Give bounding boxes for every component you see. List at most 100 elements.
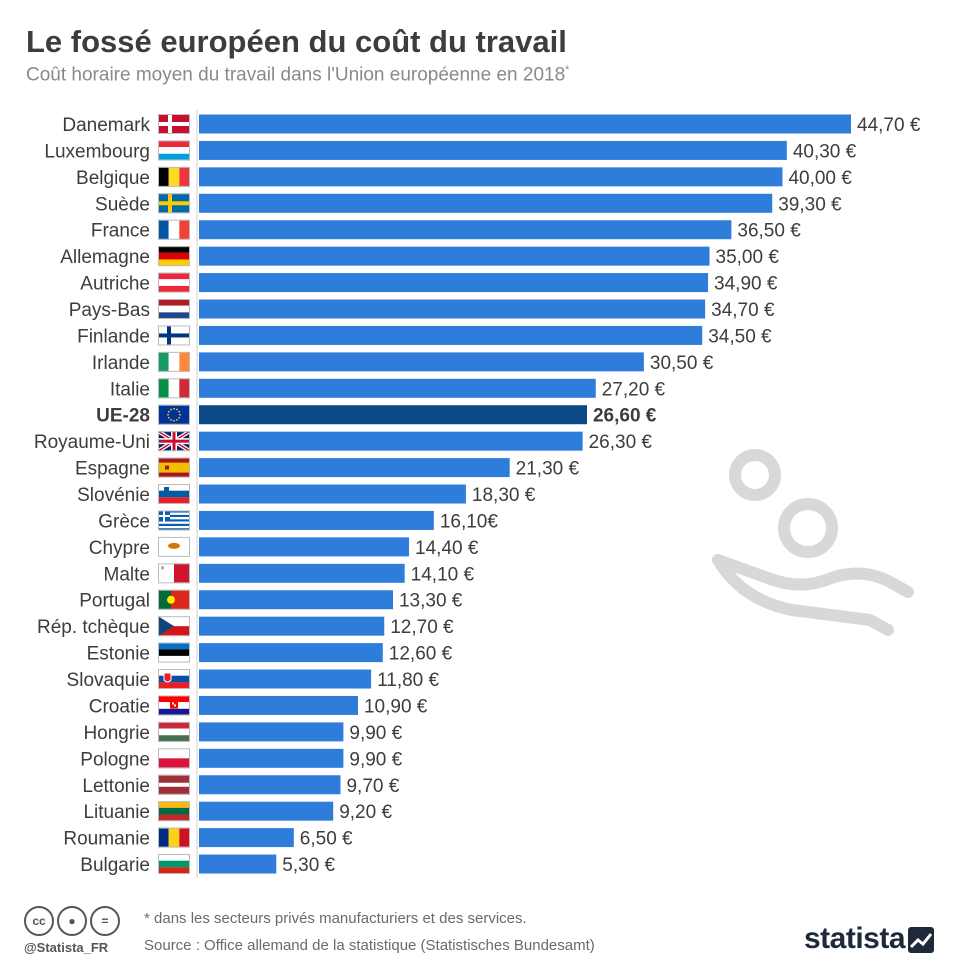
cc-icon: cc (24, 906, 54, 936)
category-label: Luxembourg (44, 141, 150, 162)
attribution-icon: ● (57, 906, 87, 936)
value-label: 9,70 € (346, 776, 399, 797)
category-label: Lettonie (82, 776, 150, 797)
bar (199, 722, 344, 742)
flag-malta-icon (158, 563, 190, 584)
value-label: 35,00 € (716, 247, 780, 268)
category-label: Bulgarie (80, 855, 150, 876)
value-label: 13,30 € (399, 591, 463, 612)
category-label: Estonie (87, 644, 150, 665)
bar (199, 114, 851, 134)
value-label: 34,50 € (708, 326, 772, 347)
bar (199, 775, 341, 795)
category-label: Royaume-Uni (34, 432, 150, 453)
value-label: 26,30 € (589, 432, 653, 453)
flag-hungary-icon (158, 721, 190, 742)
value-label: 27,20 € (602, 379, 666, 400)
category-label: UE-28 (96, 406, 150, 427)
flag-austria-icon (158, 272, 190, 293)
category-label: Rép. tchèque (37, 617, 150, 638)
chart-subtitle: Coût horaire moyen du travail dans l'Uni… (26, 64, 569, 86)
flag-belgium-icon (158, 166, 190, 187)
bar (199, 431, 583, 451)
flag-latvia-icon (158, 774, 190, 795)
value-label: 34,70 € (711, 300, 775, 321)
value-label: 12,60 € (389, 644, 453, 665)
flag-uk-icon (158, 431, 190, 452)
value-label: 44,70 € (857, 115, 921, 136)
bar (199, 193, 773, 213)
category-label: Irlande (92, 353, 150, 374)
category-label: Autriche (80, 274, 150, 295)
category-label: Suède (95, 194, 150, 215)
social-handle[interactable]: @Statista_FR (24, 940, 109, 955)
bar (199, 616, 385, 636)
bar (199, 537, 410, 557)
flag-cyprus-icon (158, 536, 190, 557)
category-label: Pays-Bas (69, 300, 150, 321)
bar (199, 828, 294, 848)
category-label: Pologne (80, 749, 150, 770)
hand-coin-icon (712, 449, 914, 636)
category-label: Belgique (76, 168, 150, 189)
category-label: Finlande (77, 326, 150, 347)
flag-eu-icon (158, 404, 190, 425)
flag-spain-icon (158, 457, 190, 478)
bar (199, 748, 344, 768)
value-label: 34,90 € (714, 274, 778, 295)
flag-luxembourg-icon (158, 140, 190, 161)
flag-france-icon (158, 219, 190, 240)
value-label: 14,10 € (411, 564, 475, 585)
value-label: 40,00 € (788, 168, 852, 189)
flag-denmark-icon (158, 114, 190, 134)
flag-estonia-icon (158, 642, 190, 663)
category-label: Roumanie (63, 829, 150, 850)
value-label: 36,50 € (737, 221, 801, 242)
bar (199, 299, 706, 319)
flag-slovakia-icon (158, 669, 190, 690)
flag-croatia-icon (158, 695, 190, 716)
statista-logo[interactable]: statista (804, 922, 906, 955)
category-label: Slovénie (77, 485, 150, 506)
bar (199, 325, 703, 345)
bar (199, 220, 732, 240)
value-label: 14,40 € (415, 538, 479, 559)
value-label: 9,90 € (349, 723, 402, 744)
bar (199, 352, 644, 372)
flag-portugal-icon (158, 589, 190, 610)
footnote: * dans les secteurs privés manufacturier… (144, 910, 527, 927)
category-label: Chypre (89, 538, 150, 559)
category-label: Portugal (79, 591, 150, 612)
chart-title: Le fossé européen du coût du travail (26, 24, 567, 59)
flag-slovenia-icon (158, 484, 190, 505)
bar (199, 273, 709, 293)
bar (199, 378, 596, 398)
value-label: 26,60 € (593, 406, 657, 427)
category-label: France (91, 221, 150, 242)
category-label: Slovaquie (67, 670, 150, 691)
bar (199, 643, 383, 663)
bar (199, 669, 372, 689)
flag-poland-icon (158, 748, 190, 769)
value-label: 40,30 € (793, 141, 857, 162)
category-label: Hongrie (83, 723, 150, 744)
flag-finland-icon (158, 325, 190, 346)
value-label: 16,10€ (440, 511, 499, 532)
bar (199, 405, 587, 425)
value-label: 21,30 € (516, 459, 580, 480)
category-label: Lituanie (83, 802, 150, 823)
bar-chart: Danemark 44,70 € Luxembourg 40,30 € Belgique… (34, 110, 921, 878)
subtitle-footnote-mark: * (565, 64, 570, 76)
category-label: Croatie (89, 696, 150, 717)
flag-lithuania-icon (158, 801, 190, 822)
bar (199, 695, 358, 715)
flag-sweden-icon (158, 193, 190, 214)
value-label: 11,80 € (377, 670, 439, 691)
flag-germany-icon (158, 246, 190, 267)
flag-netherlands-icon (158, 299, 190, 320)
bar (199, 484, 466, 504)
bar (199, 140, 787, 160)
value-label: 39,30 € (778, 194, 842, 215)
subtitle-text: Coût horaire moyen du travail dans l'Uni… (26, 64, 566, 86)
bar (199, 167, 783, 187)
